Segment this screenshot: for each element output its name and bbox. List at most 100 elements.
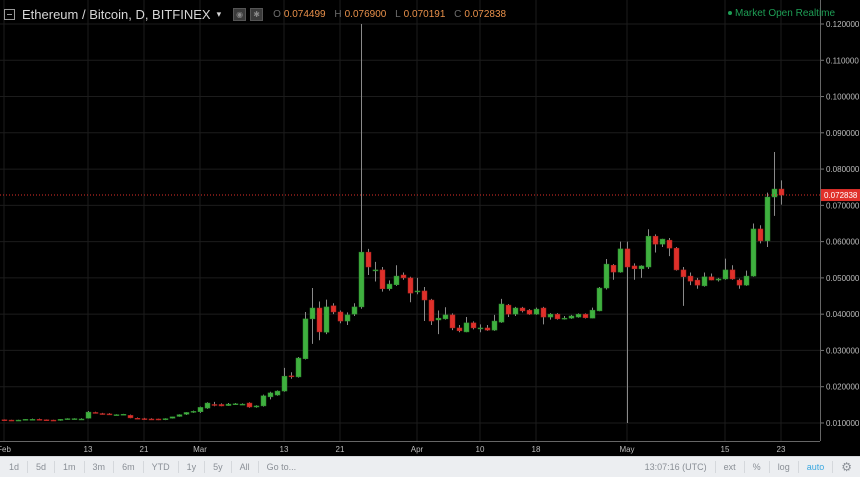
candle-body bbox=[624, 248, 631, 268]
candle bbox=[253, 405, 260, 408]
price-tick-label: 0.010000 bbox=[826, 419, 860, 428]
range-ytd-button[interactable]: YTD bbox=[144, 461, 179, 473]
candle-body bbox=[673, 247, 680, 271]
time-axis[interactable]: Feb 13 21 Mar 13 21 Apr 10 18 May 15 23 bbox=[0, 441, 820, 455]
candle-body bbox=[526, 309, 533, 315]
goto-button[interactable]: Go to... bbox=[266, 462, 297, 472]
candle bbox=[617, 241, 624, 273]
candle-body bbox=[330, 305, 337, 313]
candle-body bbox=[365, 251, 372, 268]
candle-body bbox=[729, 269, 736, 280]
candle-body bbox=[274, 390, 281, 396]
clock-readout[interactable]: 13:07:16 (UTC) bbox=[644, 462, 707, 472]
time-tick-label: Apr bbox=[411, 445, 424, 454]
gear-icon[interactable]: ⚙ bbox=[832, 461, 860, 473]
candle bbox=[134, 417, 141, 420]
ext-button[interactable]: ext bbox=[714, 461, 744, 473]
range-3m-button[interactable]: 3m bbox=[85, 461, 115, 473]
candle bbox=[750, 223, 757, 277]
candle bbox=[295, 356, 302, 378]
candles bbox=[1, 24, 785, 423]
candle-body bbox=[204, 402, 211, 409]
price-tick-label: 0.040000 bbox=[826, 310, 860, 319]
candle bbox=[736, 278, 743, 289]
time-tick-label: 13 bbox=[84, 445, 93, 454]
candle bbox=[316, 301, 323, 341]
close-value: 0.072838 bbox=[464, 8, 507, 20]
candle-body bbox=[15, 419, 22, 422]
candle bbox=[204, 402, 211, 409]
range-all-button[interactable]: All bbox=[232, 461, 259, 473]
candle bbox=[771, 152, 778, 216]
price-axis[interactable]: 0.120000 0.110000 0.100000 0.090000 0.080000… bbox=[820, 0, 860, 441]
time-tick-label: 15 bbox=[721, 445, 730, 454]
range-5d-button[interactable]: 5d bbox=[28, 461, 56, 473]
candle bbox=[561, 315, 568, 320]
time-tick-label: 18 bbox=[532, 445, 541, 454]
candle bbox=[57, 418, 64, 421]
auto-button[interactable]: auto bbox=[797, 461, 833, 473]
log-button[interactable]: log bbox=[768, 461, 798, 473]
candle-body bbox=[743, 275, 750, 286]
range-1d-button[interactable]: 1d bbox=[0, 461, 29, 473]
candle-body bbox=[421, 290, 428, 301]
candle-body bbox=[400, 274, 407, 279]
percent-button[interactable]: % bbox=[743, 461, 769, 473]
price-tick-label: 0.070000 bbox=[826, 201, 860, 210]
collapse-icon[interactable] bbox=[4, 8, 15, 20]
candle-body bbox=[715, 278, 722, 281]
range-1y-button[interactable]: 1y bbox=[179, 461, 206, 473]
candle bbox=[519, 306, 526, 313]
chevron-down-icon[interactable]: ▾ bbox=[216, 8, 222, 19]
candle-body bbox=[113, 414, 120, 416]
candle bbox=[169, 416, 176, 419]
candle-body bbox=[722, 269, 729, 280]
eye-icon[interactable]: ◉ bbox=[233, 7, 247, 21]
settings-icon[interactable]: ✱ bbox=[250, 7, 264, 21]
candle bbox=[267, 391, 274, 400]
candle bbox=[680, 267, 687, 306]
candle bbox=[477, 324, 484, 333]
range-1m-button[interactable]: 1m bbox=[55, 461, 85, 473]
candle bbox=[379, 267, 386, 292]
candle bbox=[176, 414, 183, 417]
candle-body bbox=[183, 412, 190, 415]
price-tick-label: 0.090000 bbox=[826, 129, 860, 138]
candle bbox=[141, 417, 148, 420]
status-dot-icon bbox=[728, 11, 732, 16]
candle bbox=[743, 270, 750, 286]
candle-body bbox=[36, 419, 43, 421]
candle-body bbox=[281, 375, 288, 392]
candle bbox=[162, 418, 169, 421]
range-6m-button[interactable]: 6m bbox=[114, 461, 144, 473]
candle bbox=[281, 367, 288, 392]
candle-body bbox=[701, 276, 708, 287]
price-tick-label: 0.020000 bbox=[826, 383, 860, 392]
candlestick-chart[interactable]: 0.120000 0.110000 0.100000 0.090000 0.080000… bbox=[0, 0, 860, 456]
candle bbox=[218, 403, 225, 407]
candle-body bbox=[218, 404, 225, 407]
time-tick-label: 21 bbox=[140, 445, 149, 454]
candle bbox=[456, 325, 463, 333]
range-5y-button[interactable]: 5y bbox=[205, 461, 232, 473]
candle bbox=[29, 418, 36, 421]
candle bbox=[554, 313, 561, 320]
candle bbox=[603, 259, 610, 290]
candle bbox=[197, 406, 204, 413]
candle-body bbox=[71, 418, 78, 420]
candle-body bbox=[253, 405, 260, 408]
candle bbox=[414, 277, 421, 295]
candle-body bbox=[582, 313, 589, 319]
candle-body bbox=[337, 311, 344, 322]
candle-body bbox=[372, 269, 379, 272]
ohlc-values: O 0.074499 H 0.076900 L 0.070191 C 0.072838 bbox=[273, 9, 512, 20]
candle bbox=[155, 418, 162, 421]
symbol-title[interactable]: Ethereum / Bitcoin, D, BITFINEX bbox=[22, 6, 211, 22]
candle-body bbox=[120, 414, 127, 416]
market-status: Market Open Realtime bbox=[728, 8, 835, 19]
candle bbox=[393, 265, 400, 286]
candle bbox=[470, 321, 477, 330]
candle bbox=[498, 298, 505, 323]
candle bbox=[687, 272, 694, 286]
candle-body bbox=[92, 412, 99, 414]
